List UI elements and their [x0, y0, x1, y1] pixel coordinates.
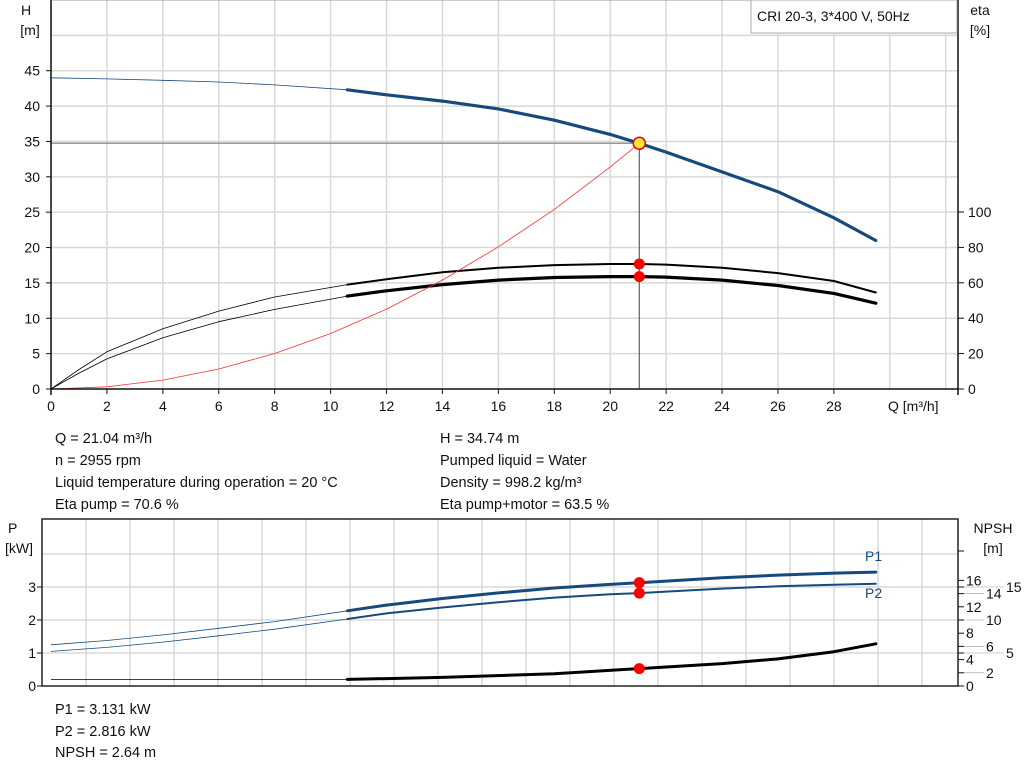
- info-h: H = 34.74 m: [440, 431, 520, 447]
- x-tick-label: 4: [159, 398, 167, 414]
- curve-H-extrapolated: [50, 77, 348, 91]
- info-density: Density = 998.2 kg/m³: [440, 475, 582, 491]
- top-chart-grid: [50, 0, 959, 390]
- info-n: n = 2955 rpm: [55, 453, 141, 469]
- x-tick-label: 14: [435, 398, 451, 414]
- label-p1: P1: [865, 548, 882, 564]
- npsh-tick-label: 0: [966, 678, 974, 694]
- info-temp: Liquid temperature during operation = 20…: [55, 475, 338, 491]
- curve-P1: [345, 570, 878, 613]
- x-tick-label: 12: [379, 398, 395, 414]
- marker-p1: [633, 577, 645, 589]
- marker-eta-pump-motor: [633, 271, 645, 283]
- info-eta-total: Eta pump+motor = 63.5 %: [440, 497, 610, 513]
- info-liquid: Pumped liquid = Water: [440, 453, 587, 469]
- curves: P1 P2: [50, 77, 882, 681]
- y-tick-label: 35: [24, 133, 40, 149]
- info-p1: P1 = 3.131 kW: [55, 702, 151, 718]
- eta-tick-label: 80: [968, 239, 984, 255]
- eta-tick-label: 0: [968, 381, 976, 397]
- x-tick-label: 16: [491, 398, 507, 414]
- x-axis-label: Q [m³/h]: [888, 398, 939, 414]
- curve-eta_pump_motor-extrapolated: [50, 295, 348, 390]
- info-p2: P2 = 2.816 kW: [55, 724, 151, 740]
- curve-P2: [346, 582, 877, 620]
- npsh-tick-label: 10: [986, 612, 1002, 628]
- x-tick-label: 6: [215, 398, 223, 414]
- npsh-tick-label: 6: [986, 638, 994, 654]
- p-axis-unit: [kW]: [5, 540, 33, 556]
- y-tick-label: 40: [24, 98, 40, 114]
- curve-P2-extrapolated: [50, 618, 348, 652]
- info-q: Q = 21.04 m³/h: [55, 431, 153, 447]
- marker-eta-pump: [633, 258, 645, 270]
- x-tick-label: 22: [658, 398, 674, 414]
- plot-frame: [41, 518, 959, 687]
- marker-npsh: [633, 663, 645, 675]
- p-tick-label: 3: [28, 579, 36, 595]
- marker-operating-point: [632, 136, 647, 151]
- npsh-tick-label: 16: [966, 572, 982, 588]
- x-tick-label: 0: [47, 398, 55, 414]
- marker-p2: [633, 587, 645, 599]
- curve-eta_pump-extrapolated: [50, 284, 348, 390]
- curve-H: [345, 88, 878, 243]
- y-tick-label: 0: [32, 381, 40, 397]
- y-tick-label: 15: [24, 275, 40, 291]
- x-tick-label: 26: [770, 398, 786, 414]
- y-tick-label: 25: [24, 204, 40, 220]
- info-npsh: NPSH = 2.64 m: [55, 745, 157, 761]
- label-p2: P2: [865, 585, 882, 601]
- curve-eta_pump_motor: [345, 275, 878, 305]
- p-tick-label: 0: [28, 678, 36, 694]
- y-tick-label: 45: [24, 63, 40, 79]
- y-tick-label: 30: [24, 169, 40, 185]
- y-tick-label: 10: [24, 310, 40, 326]
- curve-system_curve-extrapolated: [50, 142, 640, 390]
- npsh-tick-label: 8: [966, 625, 974, 641]
- chart-title: CRI 20-3, 3*400 V, 50Hz: [757, 8, 910, 24]
- x-tick-label: 18: [546, 398, 562, 414]
- y-tick-label: 5: [32, 346, 40, 362]
- y-axis-label-h: H: [21, 2, 31, 18]
- npsh-tick-label: 12: [966, 599, 982, 615]
- info-eta-pump: Eta pump = 70.6 %: [55, 497, 179, 513]
- eta-tick-label: 40: [968, 310, 984, 326]
- x-tick-label: 24: [714, 398, 730, 414]
- eta-tick-label: 100: [968, 204, 992, 220]
- npsh-tick-label: 5: [1006, 645, 1014, 661]
- npsh-axis-unit: [m]: [983, 540, 1002, 556]
- x-tick-label: 8: [271, 398, 279, 414]
- eta-axis-label: eta: [970, 2, 990, 18]
- npsh-tick-label: 15: [1006, 579, 1022, 595]
- p-tick-label: 2: [28, 612, 36, 628]
- curve-eta_pump: [346, 263, 877, 294]
- eta-tick-label: 60: [968, 275, 984, 291]
- y-axis-unit-h: [m]: [20, 22, 39, 38]
- curve-NPSH: [345, 642, 878, 681]
- npsh-tick-label: 14: [986, 586, 1002, 602]
- chart-title-box: CRI 20-3, 3*400 V, 50Hz: [750, 0, 958, 34]
- npsh-tick-label: 4: [966, 652, 974, 668]
- eta-tick-label: 20: [968, 346, 984, 362]
- p-axis-label: P: [8, 520, 17, 536]
- npsh-tick-label: 2: [986, 665, 994, 681]
- eta-axis-unit: [%]: [970, 22, 990, 38]
- x-tick-label: 2: [103, 398, 111, 414]
- x-tick-label: 20: [602, 398, 618, 414]
- x-tick-label: 28: [826, 398, 842, 414]
- x-tick-label: 10: [323, 398, 339, 414]
- npsh-axis-label: NPSH: [974, 520, 1013, 536]
- y-tick-label: 20: [24, 240, 40, 256]
- axes: 0 2 4 6 8 10 12 14 16 18 20 22 24 26 28 Q [m³/h]0510152…: [5, 0, 1022, 694]
- p-tick-label: 1: [28, 645, 36, 661]
- curve-P1-extrapolated: [50, 610, 348, 646]
